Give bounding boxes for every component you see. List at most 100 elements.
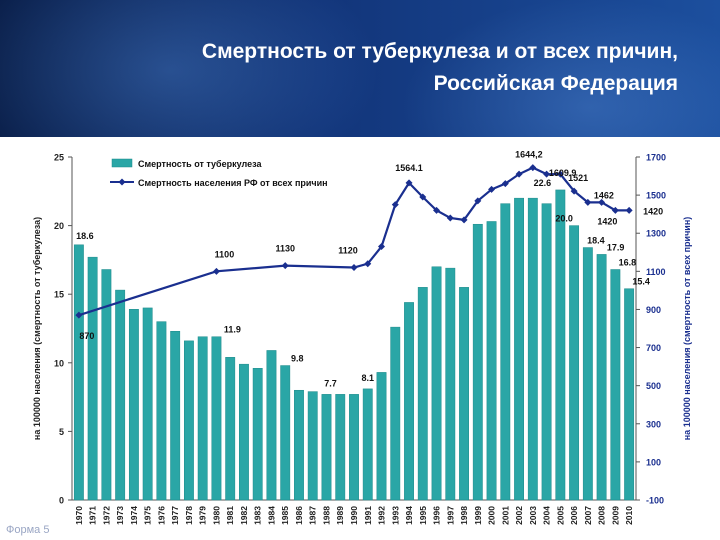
x-tick-label: 1986 (294, 506, 304, 525)
line-data-label: 1420 (597, 216, 617, 226)
x-tick-label: 2004 (542, 506, 552, 525)
left-tick-label: 0 (59, 496, 64, 506)
x-tick-label: 1984 (266, 506, 276, 525)
bar-1998 (459, 287, 469, 501)
right-tick-label: -100 (646, 496, 664, 506)
bar-1985 (280, 365, 291, 501)
line-point-1985 (281, 262, 289, 270)
right-tick-label: 500 (646, 381, 661, 391)
line-point-1993 (391, 201, 399, 209)
bar-data-label: 18.6 (76, 231, 94, 241)
bar-2010 (624, 288, 635, 501)
x-tick-label: 1996 (432, 506, 442, 525)
bar-2002 (514, 197, 525, 501)
line-point-2004 (543, 170, 551, 178)
bar-data-label: 7.7 (324, 378, 337, 388)
bar-1984 (266, 350, 277, 501)
x-tick-label: 1981 (225, 506, 235, 525)
bar-1982 (239, 363, 249, 501)
line-point-1999 (474, 197, 482, 205)
bar-1987 (307, 391, 318, 501)
x-tick-label: 1992 (377, 506, 387, 525)
line-data-label: 1420 (643, 206, 663, 216)
slide-title: Смертность от туберкулеза и от всех прич… (58, 36, 678, 100)
x-tick-label: 1993 (390, 506, 400, 525)
footer-label: Форма 5 (6, 524, 50, 536)
line-data-label: 1462 (594, 190, 614, 200)
bar-1970 (73, 244, 84, 501)
bar-1979 (197, 336, 208, 501)
line-point-1997 (446, 214, 454, 222)
line-data-label: 1564.1 (395, 163, 423, 173)
bar-1994 (404, 302, 414, 501)
bar-data-label: 9.8 (291, 354, 304, 364)
bar-1990 (349, 394, 359, 501)
line-point-1998 (460, 216, 468, 224)
x-tick-label: 1998 (459, 506, 469, 525)
bar-1973 (115, 289, 126, 501)
right-tick-label: 1700 (646, 153, 666, 163)
line-point-2001 (501, 180, 509, 188)
bar-1972 (101, 269, 112, 501)
line-point-2005 (556, 170, 564, 178)
bar-2004 (541, 203, 552, 501)
line-point-2008 (598, 198, 606, 206)
bar-data-label: 17.9 (607, 242, 625, 252)
x-tick-label: 1980 (211, 506, 221, 525)
x-tick-label: 1983 (253, 506, 263, 525)
bar-data-label: 18.4 (587, 236, 605, 246)
bar-1997 (445, 267, 456, 501)
bar-1996 (431, 266, 442, 501)
x-tick-label: 2007 (583, 506, 593, 525)
x-tick-label: 1977 (170, 506, 180, 525)
legend-line-marker (118, 178, 126, 186)
line-point-2007 (584, 198, 592, 206)
line-data-label: 1130 (275, 244, 295, 254)
left-axis-title: на 100000 населения (смертность от тубер… (32, 217, 42, 440)
x-tick-label: 1997 (445, 506, 455, 525)
line-point-1992 (378, 243, 386, 251)
bar-2009 (610, 269, 621, 501)
legend-item-tuberculosis: Смертность от туберкулеза (138, 159, 262, 169)
x-tick-label: 1976 (156, 506, 166, 525)
x-tick-label: 1971 (88, 506, 98, 525)
x-tick-label: 1995 (418, 506, 428, 525)
bar-2008 (596, 254, 607, 501)
left-tick-label: 10 (54, 358, 64, 368)
bar-1991 (362, 388, 373, 501)
bar-data-label: 20.0 (555, 214, 573, 224)
left-tick-label: 5 (59, 427, 64, 437)
right-tick-label: 700 (646, 343, 661, 353)
bar-1971 (87, 256, 98, 501)
line-point-1994 (405, 179, 413, 187)
right-tick-label: 100 (646, 457, 661, 467)
title-banner: Смертность от туберкулеза и от всех прич… (0, 0, 720, 137)
x-tick-label: 1999 (473, 506, 483, 525)
x-tick-label: 1982 (239, 506, 249, 525)
x-tick-label: 2003 (528, 506, 538, 525)
x-tick-label: 1975 (143, 506, 153, 525)
x-tick-label: 2009 (610, 506, 620, 525)
bar-1980 (211, 336, 222, 501)
line-data-label: 1521 (568, 173, 588, 183)
bar-1981 (225, 357, 236, 501)
line-data-label: 1609.9 (549, 168, 577, 178)
line-point-1970 (75, 311, 83, 319)
x-tick-label: 1974 (129, 506, 139, 525)
x-tick-label: 2005 (555, 506, 565, 525)
bar-2001 (500, 203, 511, 501)
left-tick-label: 15 (54, 290, 64, 300)
x-tick-label: 1991 (363, 506, 373, 525)
line-point-1996 (433, 206, 441, 214)
right-tick-label: 300 (646, 419, 661, 429)
line-data-label: 870 (79, 331, 94, 341)
legend-bar-swatch (111, 158, 133, 168)
x-tick-label: 1985 (280, 506, 290, 525)
right-tick-label: 900 (646, 305, 661, 315)
x-tick-label: 2006 (569, 506, 579, 525)
chart-area: 0 5 10 15 20 25 -100 100 300 500 700 900 1100 1300 150… (0, 137, 720, 540)
bar-data-label: 15.4 (632, 277, 650, 287)
x-tick-label: 1973 (115, 506, 125, 525)
bar-data-label: 8.1 (361, 373, 374, 383)
